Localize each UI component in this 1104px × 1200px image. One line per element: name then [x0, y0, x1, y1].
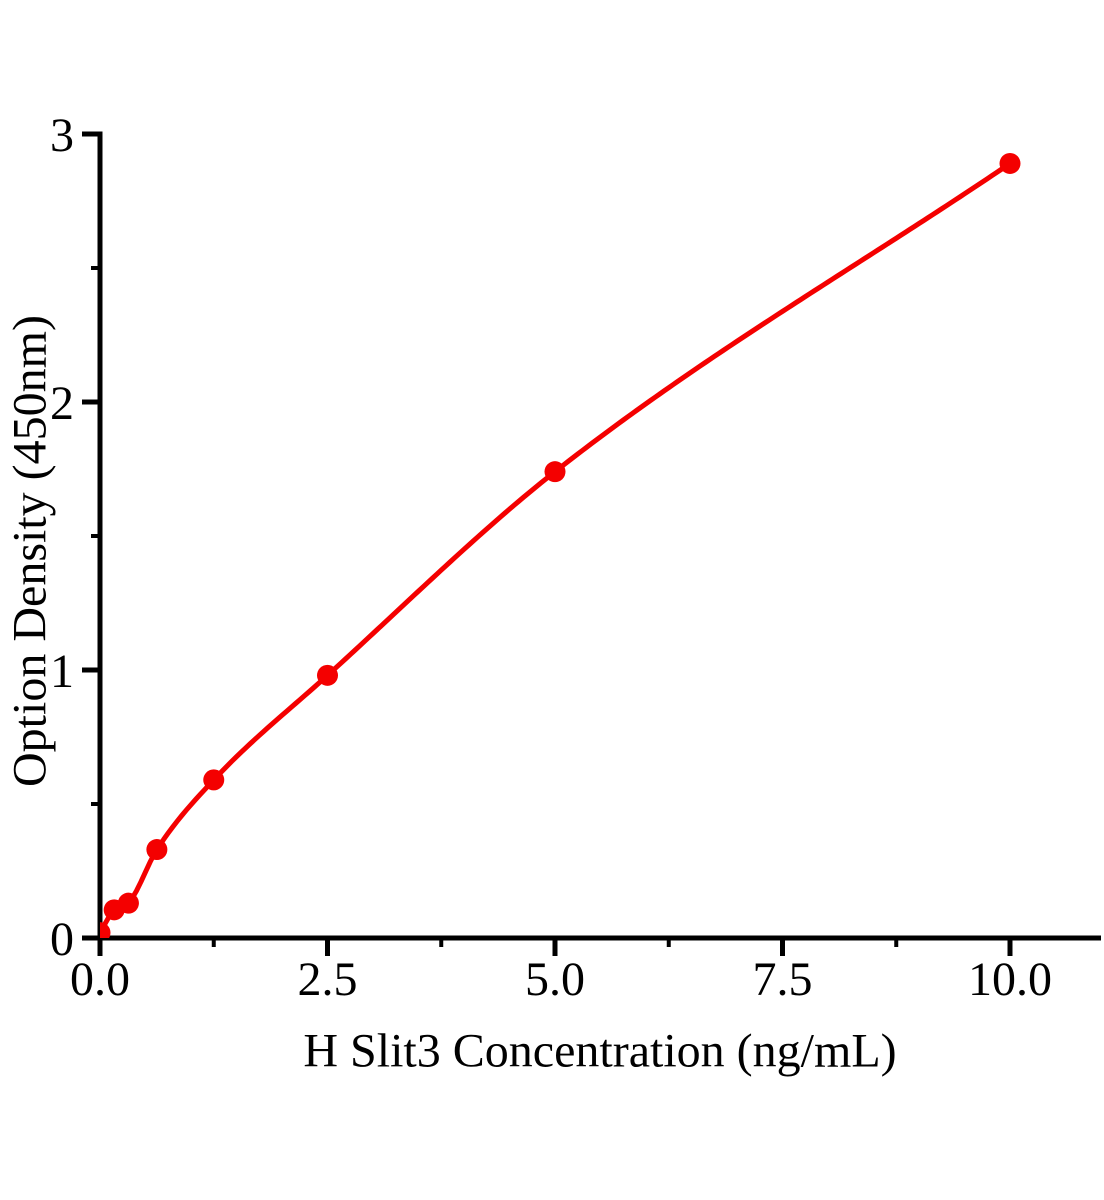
- x-axis-title: H Slit3 Concentration (ng/mL): [303, 1024, 897, 1078]
- x-tick-label: 5.0: [525, 953, 585, 1006]
- fit-curve: [100, 160, 1013, 936]
- y-tick-label: 0: [50, 913, 74, 966]
- data-point: [544, 461, 566, 483]
- x-tick-label: 10.0: [968, 953, 1052, 1006]
- data-point: [146, 839, 168, 861]
- x-tick-label: 2.5: [298, 953, 358, 1006]
- data-point: [317, 664, 338, 686]
- series-group: [100, 152, 1021, 938]
- y-tick-label: 3: [50, 109, 74, 162]
- data-point: [999, 152, 1021, 174]
- x-tick-label: 0.0: [70, 953, 130, 1006]
- data-point: [117, 892, 139, 914]
- y-tick-label: 1: [50, 645, 74, 698]
- y-tick-label: 2: [50, 377, 74, 430]
- y-axis-title: Option Density (450nm): [3, 315, 57, 787]
- data-point: [100, 922, 111, 938]
- data-point: [203, 769, 225, 791]
- x-tick-label: 7.5: [753, 953, 813, 1006]
